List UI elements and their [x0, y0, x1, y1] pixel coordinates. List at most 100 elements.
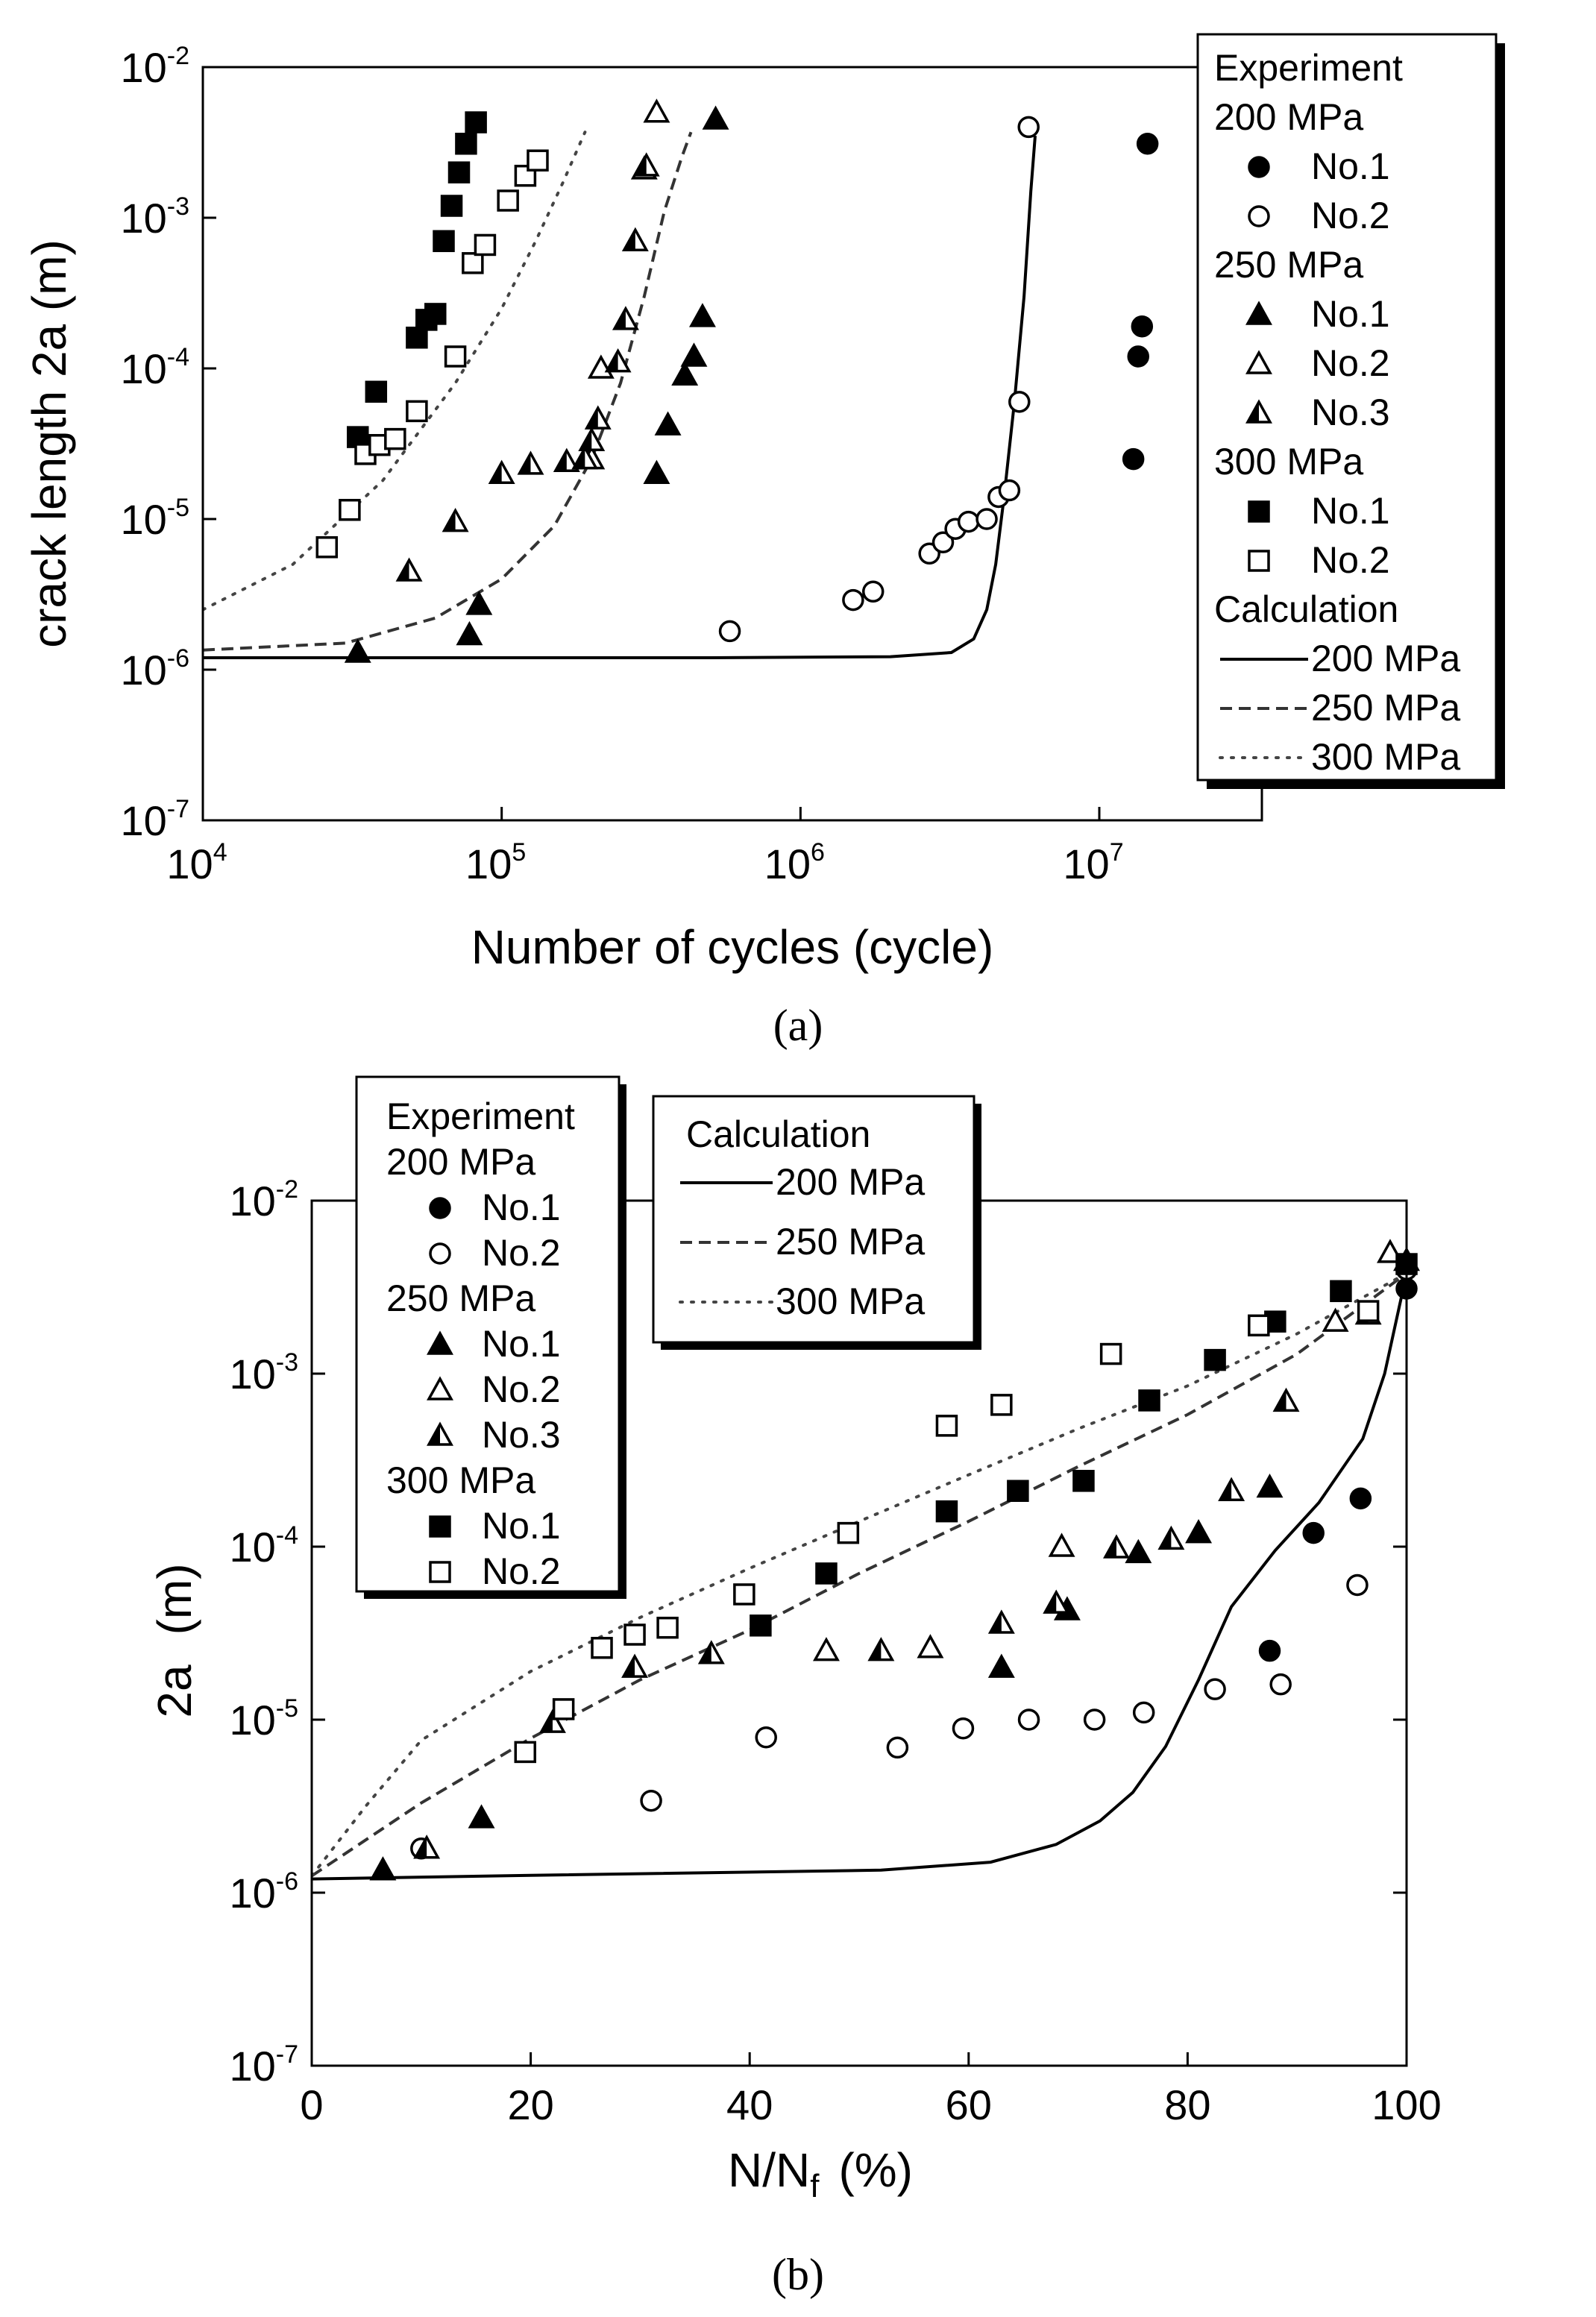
panel-b-series-2-point-5-shape: [1185, 1519, 1213, 1544]
panel-b-ytick-base-2: 10: [229, 1697, 275, 1744]
panel-a-calc-line-dotted: [203, 131, 587, 612]
panel-a-series-4-point-10: [621, 227, 649, 252]
panel-a-ytick-base-2: 10: [120, 496, 166, 543]
panel-b-x-axis-label-sub: f: [810, 2168, 820, 2204]
panel-a-series-1-point-1: [842, 588, 864, 612]
panel-b-legend-line-label-0: 200 MPa: [776, 1161, 925, 1203]
panel-a-series-1-point-7-shape: [975, 508, 998, 530]
panel-b-series-0-point-2: [1349, 1487, 1372, 1510]
panel-a-series-1-point-2: [861, 580, 885, 603]
panel-a-xtick-base-2: 10: [764, 840, 811, 887]
panel-a-series-2-point-3-shape: [643, 459, 670, 484]
panel-a-series-5-point-1: [365, 380, 388, 403]
panel-b-series-1-point-6-shape: [1083, 1708, 1106, 1731]
panel-b-series-5-point-3-shape: [1007, 1480, 1029, 1502]
panel-a-legend-label-1-1: No.2: [1311, 342, 1390, 384]
panel-b-series-2-point-6: [1256, 1473, 1284, 1498]
panel-b-series-6-point-4-shape: [656, 1616, 679, 1639]
panel-a-series-1-point-10-shape: [1008, 391, 1031, 413]
panel-b-series-1-point-2-shape: [755, 1726, 777, 1749]
panel-a-series-2-point-4: [654, 411, 682, 436]
panel-b-legend-label-2-1: No.2: [482, 1550, 561, 1592]
panel-b-x-axis-label: N/Nf (%): [728, 2143, 913, 2204]
panel-a-series-6-point-8: [474, 233, 497, 257]
panel-a-legend-marker-2-1-shape: [1248, 550, 1270, 572]
panel-b-series-1-point-1: [640, 1789, 662, 1812]
panel-b-series-6-point-10: [1248, 1314, 1270, 1337]
panel-a-series-0-point-1: [1131, 315, 1154, 338]
panel-b-legend-marker-0-0: [429, 1197, 451, 1219]
panel-a-series-6-point-0: [315, 536, 339, 559]
panel-b-series-4-point-3: [697, 1640, 725, 1664]
panel-a-series-2-point-1-shape: [456, 620, 483, 646]
panel-a-ytick-exp-5: -2: [167, 42, 189, 70]
panel-b-series-1-point-9-shape: [1269, 1673, 1292, 1696]
panel-a-xtick-exp-3: 7: [1110, 838, 1124, 867]
panel-a-series-6-point-7: [462, 252, 484, 274]
panel-b-series-3-point-3: [1322, 1307, 1349, 1332]
panel-a-series-4-point-9-half-fill: [614, 308, 626, 329]
panel-b-series-0-point-0: [1258, 1639, 1281, 1662]
panel-a-ytick-base-1: 10: [120, 647, 166, 694]
panel-a-series-4-point-5-half-fill: [574, 447, 585, 468]
panel-b-series-2-point-5: [1185, 1519, 1213, 1544]
panel-a-series-6-point-5: [406, 400, 428, 423]
panel-b-y-axis-label-main: 2a: [148, 1664, 201, 1718]
panel-b-series-2-point-2-shape: [987, 1653, 1015, 1678]
panel-b-ytick-label-0: 10-7: [229, 2040, 298, 2090]
panel-b-legend-marker-1-1-shape: [427, 1376, 453, 1400]
panel-b-series-5-point-8: [1330, 1280, 1352, 1303]
panel-a-series-1-point-7: [975, 508, 998, 530]
panel-b-series-6-point-10-shape: [1248, 1314, 1270, 1337]
panel-a-legend-marker-2-0-shape: [1248, 500, 1270, 523]
panel-b-series-5-point-1: [815, 1562, 838, 1585]
panel-a-series-4-point-10-half-fill: [623, 230, 635, 251]
panel-b-series-3-point-1-shape: [917, 1634, 944, 1659]
panel-a-ytick-base-5: 10: [120, 44, 166, 91]
panel-b-series-6-point-0-shape: [514, 1741, 537, 1764]
panel-b-series-5-point-6-shape: [1204, 1348, 1226, 1371]
panel-a-series-4-point-2: [488, 459, 515, 484]
panel-b-series-5-point-0: [750, 1615, 772, 1637]
panel-a-ytick-label-2: 10-5: [120, 494, 189, 543]
panel-b-legend-marker-2-1-shape: [429, 1561, 451, 1583]
panel-b-series-1-point-7: [1132, 1701, 1155, 1724]
panel-a-legend: Experiment 200 MPa No.1 No.2 250 MPa No.1 No.2…: [1196, 33, 1505, 789]
panel-a-series-4-point-3-half-fill: [519, 453, 531, 474]
panel-b-series-6-point-6: [837, 1521, 860, 1544]
panel-b-legend-marker-2-0-shape: [429, 1515, 451, 1538]
panel-b-chart: 10-710-610-510-410-310-20 20 40 60 80 100 N/N…: [148, 1075, 1442, 2299]
panel-b-legend-marker-2-1: [429, 1561, 451, 1583]
panel-b-series-6-point-6-shape: [837, 1521, 860, 1544]
panel-a-series-3-point-3-shape: [643, 98, 670, 123]
panel-b-ytick-exp-2: -5: [276, 1694, 298, 1723]
panel-b-legend-marker-2-0: [429, 1515, 451, 1538]
panel-a-series-4-point-11: [632, 152, 660, 177]
panel-a-series-6-point-10-shape: [514, 164, 537, 187]
panel-a-series-5-point-4: [424, 303, 447, 325]
panel-a-series-4-point-7: [584, 405, 612, 430]
panel-a-series-5-point-7-shape: [447, 161, 471, 183]
panel-a-series-5-point-9-shape: [465, 111, 487, 133]
panel-b-legend-label-0-1: No.2: [482, 1232, 561, 1274]
panel-b-ytick-base-4: 10: [229, 1351, 275, 1398]
panel-b-series-4-point-2: [621, 1653, 649, 1678]
panel-b-series-0-point-2-shape: [1349, 1487, 1372, 1510]
panel-b-series-5-point-2: [935, 1500, 958, 1523]
panel-a-series-5-point-9: [465, 111, 487, 133]
panel-a-y-axis-label: crack length 2a (m): [22, 239, 76, 648]
panel-b-series-5-point-5: [1138, 1389, 1160, 1412]
panel-b-series-6-point-9: [1099, 1342, 1122, 1365]
panel-a-legend-group-0: 200 MPa: [1214, 96, 1363, 138]
panel-a-series-4-point-4: [553, 447, 580, 472]
panel-a-series-5-point-5: [433, 230, 455, 253]
panel-b-legend-marker-1-0: [427, 1330, 453, 1355]
panel-b-legend-group-2: 300 MPa: [386, 1459, 535, 1501]
panel-b-ytick-exp-5: -2: [276, 1175, 298, 1204]
panel-a-ytick-base-3: 10: [120, 345, 166, 392]
panel-a-series-2-point-5: [671, 361, 699, 386]
panel-a-series-1-point-11: [1017, 116, 1040, 139]
panel-b-series-4-point-7: [1103, 1534, 1130, 1559]
panel-b-ytick-label-5: 10-2: [229, 1175, 298, 1224]
